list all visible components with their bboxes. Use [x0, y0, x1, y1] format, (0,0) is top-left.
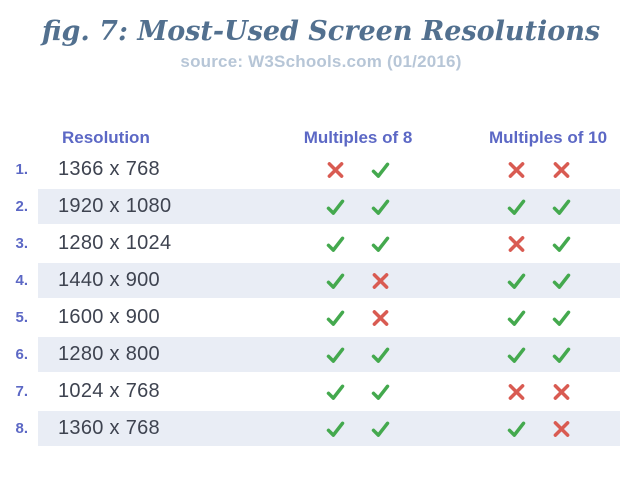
- check-icon: [370, 381, 391, 402]
- check-icon: [370, 344, 391, 365]
- check-icon: [506, 344, 527, 365]
- row-rank: 1.: [15, 161, 28, 178]
- check-icon: [325, 418, 346, 439]
- column-header-resolution: Resolution: [62, 128, 150, 147]
- check-icon: [370, 418, 391, 439]
- resolution-value: 1024 x 768: [58, 380, 160, 402]
- cross-icon: [506, 233, 527, 254]
- check-icon: [551, 270, 572, 291]
- check-icon: [325, 344, 346, 365]
- row-rank: 2.: [15, 198, 28, 215]
- check-icon: [551, 233, 572, 254]
- row-rank: 8.: [15, 420, 28, 437]
- resolution-value: 1440 x 900: [58, 269, 160, 291]
- resolution-value: 1600 x 900: [58, 306, 160, 328]
- check-icon: [506, 418, 527, 439]
- check-icon: [370, 196, 391, 217]
- table-row: 2. 1920 x 1080: [15, 188, 620, 225]
- resolution-value: 1366 x 768: [58, 158, 160, 180]
- table-row: 1. 1366 x 768: [15, 151, 620, 188]
- row-rank: 3.: [15, 235, 28, 252]
- figure-header: fig. 7: Most-Used Screen Resolutions sou…: [0, 0, 642, 73]
- check-icon: [325, 196, 346, 217]
- cross-icon: [506, 159, 527, 180]
- check-icon: [325, 270, 346, 291]
- check-icon: [506, 196, 527, 217]
- table-row: 4. 1440 x 900: [15, 262, 620, 299]
- table-row: 6. 1280 x 800: [15, 336, 620, 373]
- resolution-value: 1360 x 768: [58, 417, 160, 439]
- resolution-value: 1920 x 1080: [58, 195, 172, 217]
- column-header-multiples-of-8: Multiples of 8: [303, 128, 413, 147]
- check-icon: [370, 233, 391, 254]
- row-rank: 5.: [15, 309, 28, 326]
- figure-source: source: W3Schools.com (01/2016): [180, 52, 462, 71]
- column-header-multiples-of-10: Multiples of 10: [488, 128, 608, 147]
- check-icon: [506, 307, 527, 328]
- table-header-row: Resolution Multiples of 8 Multiples of 1…: [0, 124, 642, 151]
- table-row: 7. 1024 x 768: [15, 373, 620, 410]
- cross-icon: [506, 381, 527, 402]
- cross-icon: [370, 307, 391, 328]
- table-row: 5. 1600 x 900: [15, 299, 620, 336]
- cross-icon: [551, 381, 572, 402]
- row-rank: 4.: [15, 272, 28, 289]
- check-icon: [551, 307, 572, 328]
- check-icon: [551, 344, 572, 365]
- row-rank: 7.: [15, 383, 28, 400]
- check-icon: [325, 233, 346, 254]
- resolution-value: 1280 x 1024: [58, 232, 172, 254]
- cross-icon: [370, 270, 391, 291]
- check-icon: [325, 307, 346, 328]
- figure-title: fig. 7: Most-Used Screen Resolutions: [41, 16, 601, 47]
- cross-icon: [551, 159, 572, 180]
- cross-icon: [551, 418, 572, 439]
- check-icon: [370, 159, 391, 180]
- check-icon: [506, 270, 527, 291]
- check-icon: [551, 196, 572, 217]
- table-row: 3. 1280 x 1024: [15, 225, 620, 262]
- cross-icon: [325, 159, 346, 180]
- table-row: 8. 1360 x 768: [15, 410, 620, 447]
- row-rank: 6.: [15, 346, 28, 363]
- resolution-table: 1. 1366 x 768 2. 1920 x 1080 3. 1280 x 1024 4.…: [0, 151, 642, 447]
- resolution-value: 1280 x 800: [58, 343, 160, 365]
- check-icon: [325, 381, 346, 402]
